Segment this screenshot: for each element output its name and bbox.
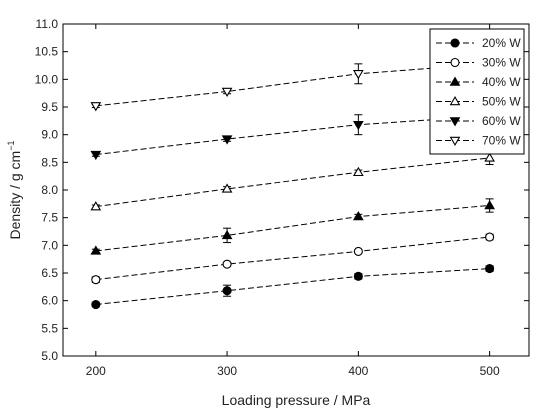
legend-marker bbox=[449, 76, 461, 86]
data-point bbox=[352, 120, 364, 131]
data-point bbox=[484, 199, 495, 210]
x-axis-title: Loading pressure / MPa bbox=[222, 392, 371, 408]
y-axis-title-superscript: −1 bbox=[6, 141, 16, 151]
legend-marker bbox=[450, 38, 460, 48]
y-axis-title-main: Density / g cm bbox=[7, 151, 23, 240]
legend-label: 20% W bbox=[482, 36, 521, 50]
y-tick-label: 8.0 bbox=[41, 183, 58, 197]
series-line bbox=[95, 63, 490, 107]
legend-marker bbox=[449, 96, 461, 106]
series-2 bbox=[90, 198, 495, 255]
data-point bbox=[221, 183, 233, 193]
y-tick-label: 5.5 bbox=[41, 321, 58, 335]
data-point bbox=[90, 245, 102, 255]
data-point bbox=[90, 201, 102, 211]
y-tick-label: 8.5 bbox=[41, 155, 58, 169]
series-line bbox=[95, 236, 490, 281]
data-point bbox=[352, 70, 364, 80]
x-tick-label: 300 bbox=[217, 364, 237, 378]
y-tick-label: 5.0 bbox=[41, 349, 58, 363]
legend-marker bbox=[450, 57, 460, 68]
x-tick-label: 400 bbox=[348, 364, 368, 378]
data-point bbox=[221, 87, 233, 98]
legend-box bbox=[429, 28, 525, 155]
legend: 20% W 30% W 40% W 50% W 60% W 70% W bbox=[429, 28, 525, 155]
y-tick-label: 10.5 bbox=[35, 45, 59, 59]
legend-label: 60% W bbox=[482, 114, 521, 128]
series-line bbox=[95, 268, 490, 305]
data-point bbox=[484, 152, 495, 162]
data-point bbox=[485, 264, 495, 274]
series-3 bbox=[90, 150, 495, 211]
x-tick-label: 500 bbox=[480, 364, 500, 378]
legend-label: 70% W bbox=[482, 134, 521, 148]
legend-label: 40% W bbox=[482, 75, 521, 89]
legend-label: 30% W bbox=[482, 56, 521, 70]
y-tick-label: 10.0 bbox=[35, 72, 59, 86]
legend-item-4: 60% W bbox=[436, 114, 521, 128]
series-1 bbox=[91, 232, 495, 285]
y-tick-label: 11.0 bbox=[36, 17, 59, 31]
y-tick-label: 6.0 bbox=[41, 294, 58, 308]
legend-item-5: 70% W bbox=[436, 134, 521, 148]
data-point bbox=[352, 166, 364, 177]
legend-item-2: 40% W bbox=[436, 75, 521, 89]
y-tick-label: 9.5 bbox=[41, 100, 58, 114]
legend-marker bbox=[449, 117, 461, 127]
series-group bbox=[90, 60, 495, 310]
data-point bbox=[353, 271, 363, 281]
series-line bbox=[95, 205, 490, 252]
y-tick-label: 6.5 bbox=[41, 266, 58, 280]
data-point bbox=[90, 102, 102, 112]
series-0 bbox=[91, 264, 495, 310]
y-tick-label: 7.0 bbox=[41, 238, 58, 252]
data-point bbox=[90, 150, 102, 161]
data-point bbox=[353, 246, 363, 256]
y-tick-label: 7.5 bbox=[41, 211, 58, 225]
data-point bbox=[91, 299, 101, 310]
data-point bbox=[221, 229, 233, 240]
x-tick-label: 200 bbox=[86, 364, 106, 378]
legend-item-0: 20% W bbox=[436, 36, 521, 50]
legend-item-3: 50% W bbox=[436, 95, 521, 109]
series-line bbox=[95, 157, 490, 208]
data-point bbox=[485, 232, 495, 242]
series-line bbox=[95, 115, 490, 156]
legend-label: 50% W bbox=[482, 95, 521, 109]
y-axis-title: Density / g cm−1 bbox=[6, 141, 23, 240]
legend-item-1: 30% W bbox=[436, 56, 521, 70]
data-point bbox=[222, 259, 232, 269]
data-point bbox=[91, 275, 101, 285]
data-point bbox=[222, 286, 232, 296]
data-point bbox=[221, 135, 233, 145]
axis-ticks: 200 300 400 500 5.0 5.5 6.0 6.5 7.0 7.5 8.0 8.5 9.0 9… bbox=[35, 17, 529, 378]
y-tick-label: 9.0 bbox=[41, 128, 58, 142]
legend-marker bbox=[449, 136, 461, 146]
data-point bbox=[352, 211, 364, 221]
